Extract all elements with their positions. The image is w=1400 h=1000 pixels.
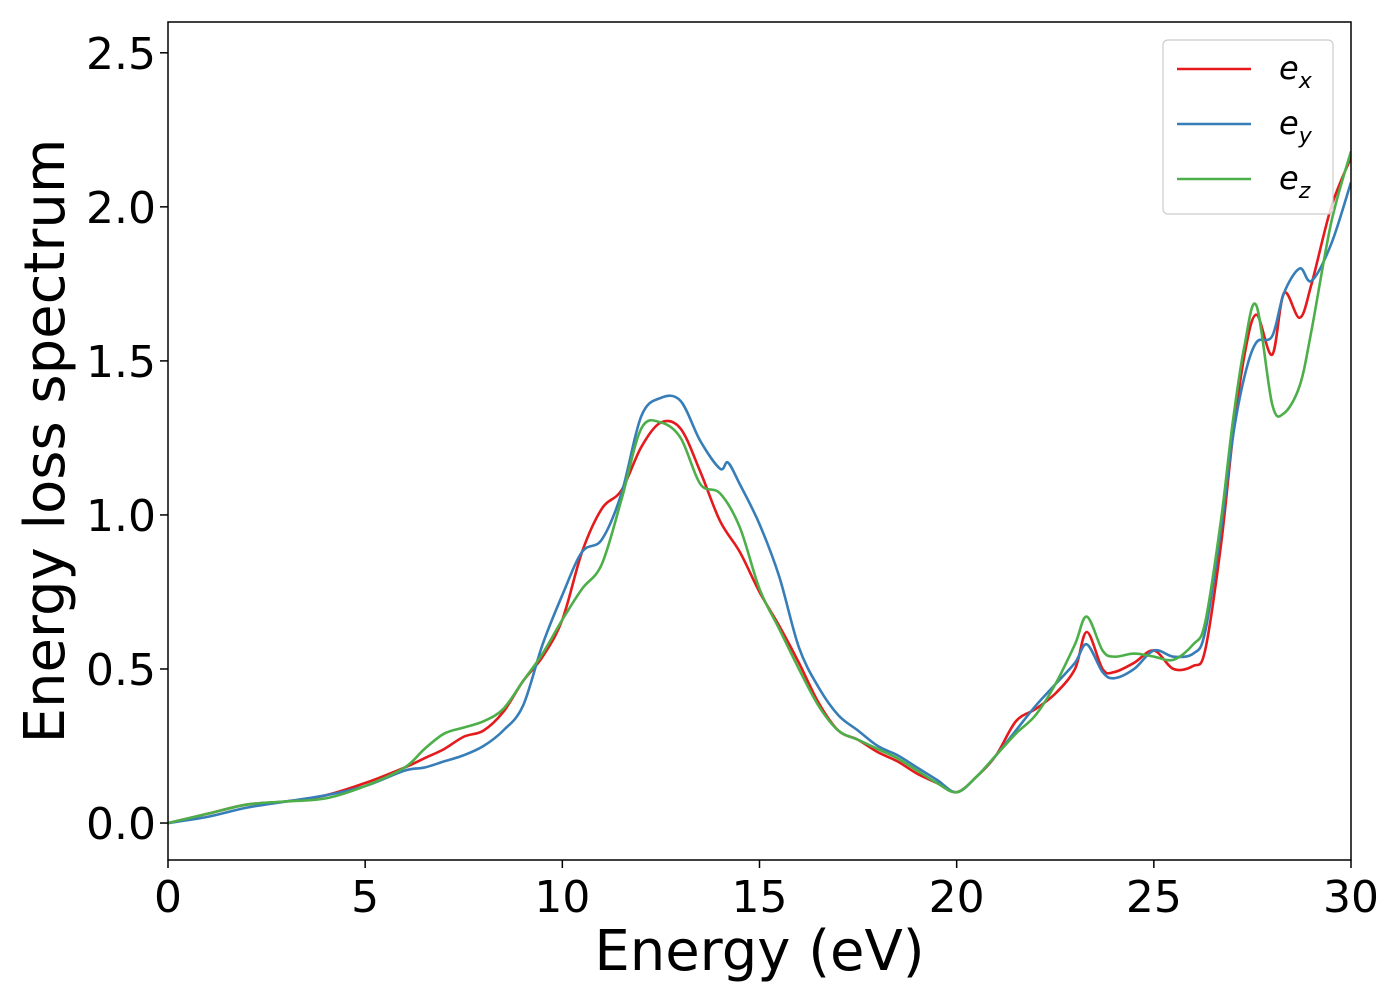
series-line-ey (168, 181, 1351, 825)
y-tick-label: 0.0 (86, 799, 156, 850)
x-tick-label: 5 (351, 872, 379, 923)
y-tick-label: 1.0 (86, 491, 156, 542)
x-tick-label: 15 (732, 872, 788, 923)
y-tick-label: 1.5 (86, 337, 156, 388)
x-tick-label: 30 (1323, 872, 1379, 923)
series-line-ez (168, 151, 1351, 825)
y-axis-title: Energy loss spectrum (13, 139, 78, 744)
x-tick-label: 20 (929, 872, 985, 923)
y-tick-label: 0.5 (86, 645, 156, 696)
x-axis-title: Energy (eV) (594, 919, 924, 984)
y-tick-label: 2.5 (86, 29, 156, 80)
x-tick-label: 10 (534, 872, 590, 923)
y-tick-label: 2.0 (86, 183, 156, 234)
y-axis-ticks: 0.0 0.5 1.0 1.5 2.0 2.5 (86, 29, 168, 850)
x-tick-label: 25 (1126, 872, 1182, 923)
x-tick-label: 0 (154, 872, 182, 923)
series-line-ex (168, 157, 1351, 825)
x-axis-ticks: 0 5 10 15 20 25 30 (154, 860, 1379, 923)
legend-box (1162, 39, 1334, 215)
legend-item-ez: ez (1177, 159, 1311, 204)
plot-lines (168, 151, 1351, 825)
legend-label: ez (1279, 159, 1311, 204)
